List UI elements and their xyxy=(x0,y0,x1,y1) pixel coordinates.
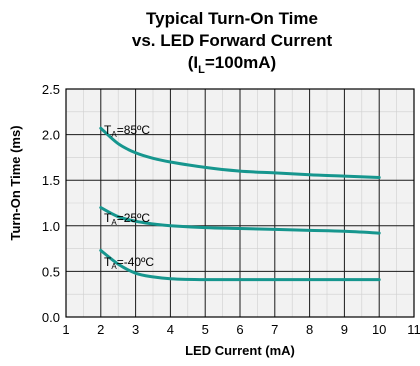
y-tick-label: 0.0 xyxy=(42,310,60,325)
title-line3-prefix: (I xyxy=(188,53,198,72)
series-label: TA=-40ºC xyxy=(104,255,154,271)
y-tick-label: 1.0 xyxy=(42,219,60,234)
x-tick-label: 3 xyxy=(132,322,139,337)
chart-title-line2: vs. LED Forward Current xyxy=(132,31,333,50)
chart-title-line3: (IL=100mA) xyxy=(188,53,276,76)
title-line3-sub: L xyxy=(198,64,205,76)
plot-frame xyxy=(65,88,415,318)
y-axis-label: Turn-On Time (ms) xyxy=(8,125,23,240)
x-tick-label: 5 xyxy=(202,322,209,337)
axes: 1 2 3 4 5 6 7 8 9 10 11 0.0 0.5 1.0 1.5 2.0 2.5 xyxy=(42,82,420,337)
series-labels: TA=85ºC TA=25ºC TA=-40ºC xyxy=(104,123,154,271)
chart-title-line1: Typical Turn-On Time xyxy=(146,9,318,28)
x-tick-label: 2 xyxy=(97,322,104,337)
series-label: TA=25ºC xyxy=(104,211,150,227)
title-line3-suffix: =100mA) xyxy=(205,53,276,72)
y-tick-label: 2.5 xyxy=(42,82,60,97)
series-line xyxy=(99,248,381,282)
series-line xyxy=(99,206,381,235)
series-label: TA=85ºC xyxy=(104,123,150,139)
x-tick-label: 9 xyxy=(341,322,348,337)
x-tick-label: 4 xyxy=(167,322,174,337)
series-line xyxy=(99,126,381,179)
x-tick-label: 6 xyxy=(236,322,243,337)
y-tick-label: 1.5 xyxy=(42,173,60,188)
x-tick-label: 1 xyxy=(62,322,69,337)
x-tick-label: 11 xyxy=(407,322,420,337)
x-tick-label: 8 xyxy=(306,322,313,337)
y-tick-label: 2.0 xyxy=(42,128,60,143)
y-tick-label: 0.5 xyxy=(42,264,60,279)
x-tick-label: 10 xyxy=(372,322,386,337)
series xyxy=(99,126,381,282)
x-tick-label: 7 xyxy=(271,322,278,337)
x-axis-label: LED Current (mA) xyxy=(185,343,295,358)
